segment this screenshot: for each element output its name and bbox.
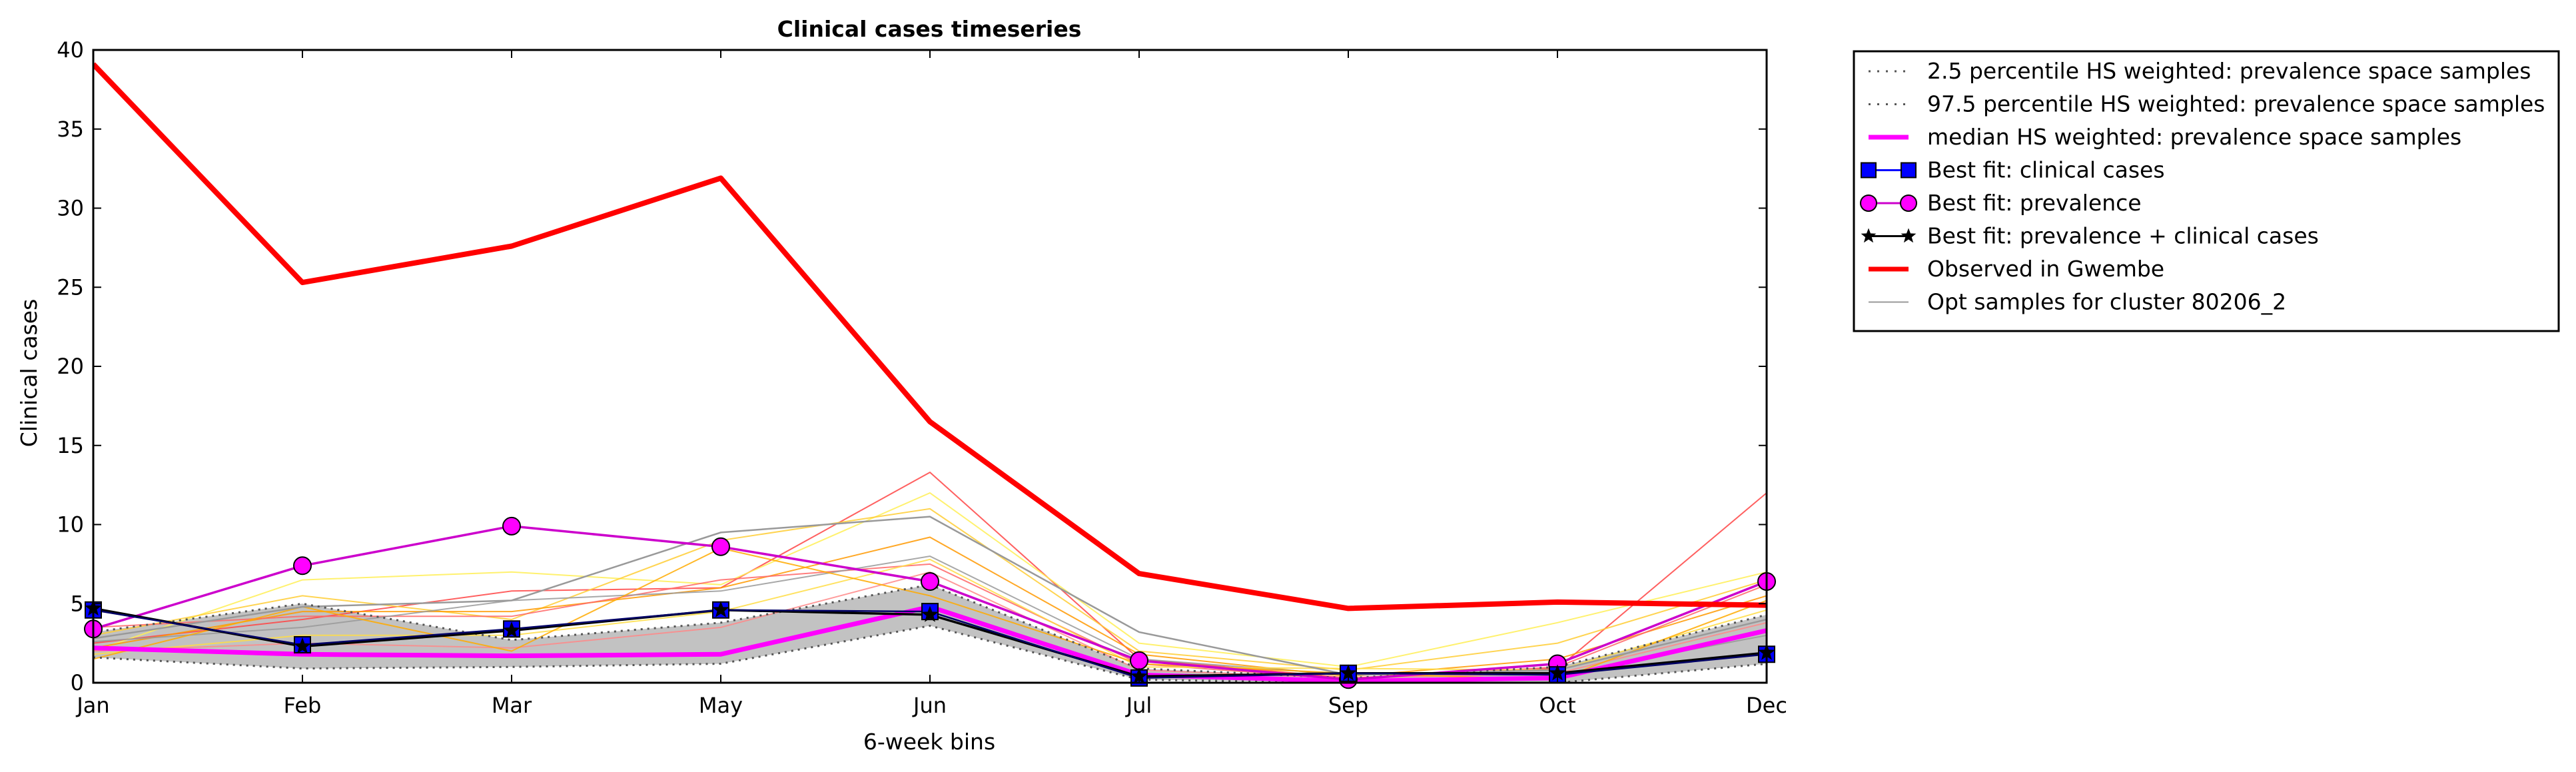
sample-line-3 — [93, 508, 1767, 671]
legend: 2.5 percentile HS weighted: prevalence s… — [1853, 50, 2560, 332]
combined-marker-2 — [294, 637, 311, 654]
prevalence-marker-4 — [711, 537, 730, 556]
y-tick-label: 40 — [57, 37, 84, 63]
y-tick-label: 35 — [57, 117, 84, 142]
prevalence-marker-2 — [293, 556, 312, 576]
legend-star-icon — [1861, 228, 1877, 243]
y-tick-label: 20 — [57, 354, 84, 379]
y-tick-label: 25 — [57, 274, 84, 300]
combined-marker-5 — [921, 605, 939, 622]
chart-title: Clinical cases timeseries — [777, 16, 1082, 42]
legend-star-icon — [1901, 228, 1917, 243]
legend-circle-icon — [1860, 194, 1877, 212]
percentile-97-5-line — [93, 583, 1767, 679]
legend-label-6: Best fit: prevalence + clinical cases — [1927, 223, 2319, 249]
prevalence-marker-6 — [1130, 651, 1148, 670]
legend-circle-icon — [1900, 194, 1917, 212]
prevalence-marker-5 — [921, 572, 939, 591]
y-tick-label: 0 — [71, 670, 84, 695]
y-tick-label: 15 — [57, 433, 84, 458]
observed-line — [93, 62, 1767, 611]
x-tick-label: Jun — [912, 693, 947, 718]
x-tick-label: Mar — [492, 693, 532, 718]
opt-samples-line — [93, 516, 1767, 676]
sample-line-2 — [93, 492, 1767, 668]
prevalence-marker-3 — [502, 516, 521, 536]
percentile-2-5-line — [93, 624, 1767, 683]
x-tick-label: Jan — [75, 693, 109, 718]
legend-label-5: Best fit: prevalence — [1927, 190, 2142, 216]
confidence-band — [93, 584, 1767, 683]
x-tick-label: May — [699, 693, 743, 718]
y-tick-label: 5 — [71, 591, 84, 616]
x-tick-label: Feb — [284, 693, 322, 718]
y-axis-label: Clinical cases — [16, 299, 42, 448]
legend-label-2: 97.5 percentile HS weighted: prevalence … — [1927, 91, 2545, 117]
combined-marker-3 — [503, 621, 520, 638]
sample-line-4 — [93, 536, 1767, 677]
legend-square-icon — [1901, 162, 1917, 179]
legend-label-8: Opt samples for cluster 80206_2 — [1927, 289, 2286, 315]
x-tick-label: Oct — [1539, 693, 1575, 718]
x-axis-label: 6-week bins — [863, 729, 995, 755]
combined-marker-4 — [712, 601, 729, 617]
legend-box — [1853, 50, 2560, 332]
legend-label-7: Observed in Gwembe — [1927, 256, 2164, 282]
legend-label-4: Best fit: clinical cases — [1927, 157, 2165, 183]
y-tick-label: 10 — [57, 512, 84, 538]
plot-area: 0 5 10 15 20 25 30 35 40 Jan Feb Mar May Jun Jul Sep Oct… — [57, 37, 1787, 718]
legend-square-icon — [1861, 162, 1877, 179]
x-tick-label: Jul — [1125, 693, 1152, 718]
y-tick-label: 30 — [57, 196, 84, 221]
x-tick-label: Sep — [1328, 693, 1368, 718]
legend-label-1: 2.5 percentile HS weighted: prevalence s… — [1927, 58, 2531, 84]
legend-label-3: median HS weighted: prevalence space sam… — [1927, 124, 2461, 150]
x-tick-label: Dec — [1746, 693, 1787, 718]
